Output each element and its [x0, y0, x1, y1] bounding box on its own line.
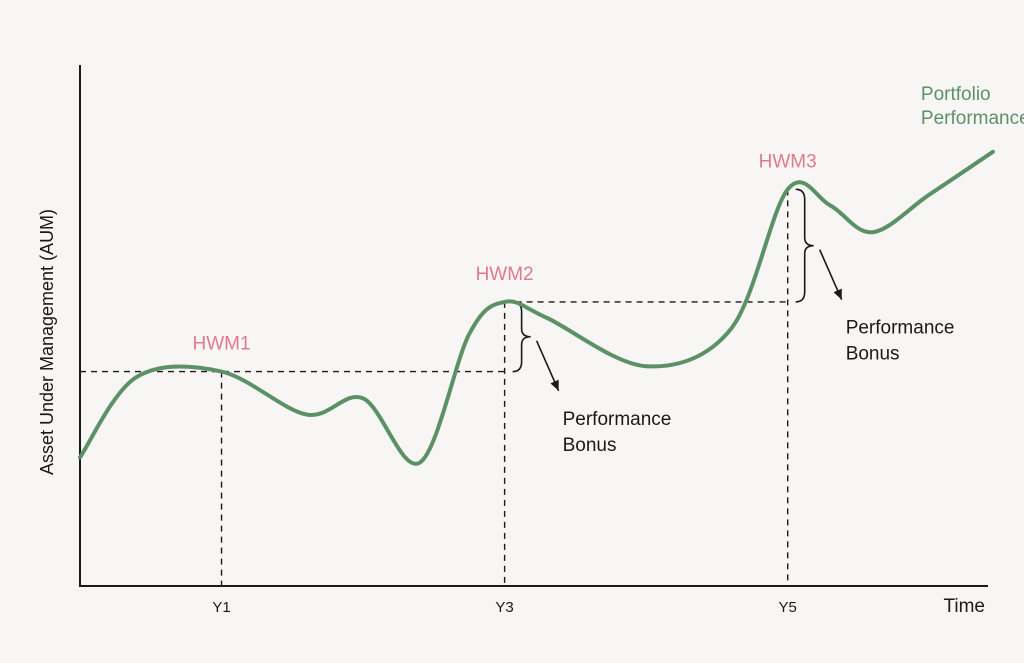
x-tick-labels: Y1 Y3 Y5 [212, 599, 797, 616]
y-axis-label: Asset Under Management (AUM) [37, 209, 57, 475]
series-label: Portfolio Performance [921, 84, 1024, 129]
bonus-brace [795, 188, 814, 303]
hwm-label-3: HWM3 [759, 151, 817, 172]
series-name-label: Portfolio Performance [921, 84, 1024, 129]
hwm-label-2: HWM2 [476, 264, 534, 285]
bonus-arrowhead [833, 288, 842, 300]
x-tick-y1: Y1 [212, 599, 230, 616]
bonus-arrowhead [550, 379, 559, 391]
performance-bonus-annotations: Performance Bonus Performance Bonus [512, 188, 955, 456]
x-tick-y5: Y5 [779, 599, 797, 616]
x-axis-label: Time [943, 596, 985, 617]
hwm-guide-lines [80, 189, 789, 586]
x-tick-y3: Y3 [495, 599, 513, 616]
hwm-labels: HWM1 HWM2 HWM3 [193, 151, 817, 354]
bonus-brace [512, 301, 531, 373]
performance-bonus-label: Performance Bonus [563, 409, 672, 456]
performance-bonus-label: Performance Bonus [846, 318, 955, 365]
hwm-label-1: HWM1 [193, 334, 251, 355]
portfolio-performance-line [78, 149, 995, 466]
